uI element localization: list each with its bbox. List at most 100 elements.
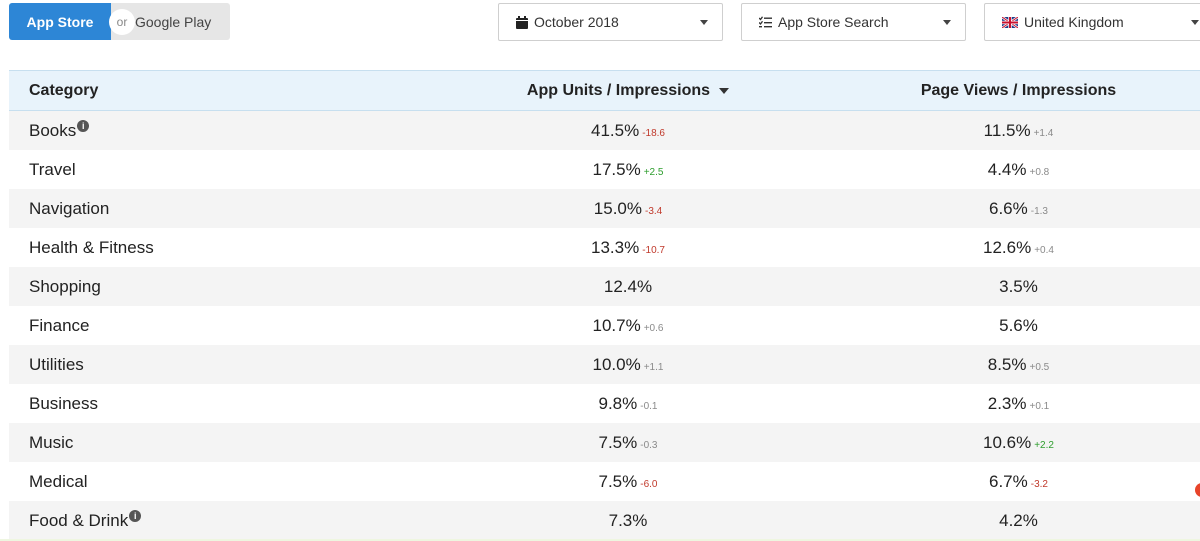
category-name: Health & Fitness xyxy=(29,237,154,257)
page-views-cell: 11.5% +1.4 xyxy=(828,121,1200,141)
info-icon[interactable]: i xyxy=(129,509,142,522)
app-units-cell-value: 7.5% xyxy=(598,471,638,491)
source-dropdown[interactable]: App Store Search xyxy=(741,3,966,41)
page-views-cell-delta: +0.4 xyxy=(1034,244,1054,256)
date-dropdown[interactable]: October 2018 xyxy=(498,3,723,41)
page-views-cell-value: 3.5% xyxy=(999,276,1038,296)
app-units-cell-delta: +2.5 xyxy=(643,166,664,178)
category-name: Navigation xyxy=(29,198,110,218)
table-row: Shopping 12.4% 3.5% xyxy=(9,267,1200,306)
category-name: Finance xyxy=(29,315,90,335)
table-row: Health & Fitness 13.3% -10.7 12.6% +0.4 xyxy=(9,228,1200,267)
app-units-cell-value: 41.5% xyxy=(591,120,640,140)
page-views-cell-delta: +0.1 xyxy=(1029,400,1050,412)
page-views-cell-delta: -1.3 xyxy=(1030,205,1048,217)
page-views-cell-value: 6.6% xyxy=(989,198,1028,218)
page-views-cell: 6.7% -3.2 xyxy=(828,472,1200,492)
category-cell: Business xyxy=(9,394,428,414)
category-name: Food & Drink xyxy=(29,510,129,530)
table-body: Books i 41.5% -18.6 11.5% +1.4 Travel 17.5% +2.5… xyxy=(9,111,1200,540)
app-units-cell-value: 15.0% xyxy=(593,198,642,218)
page-views-cell: 2.3% +0.1 xyxy=(828,394,1200,414)
chevron-down-icon xyxy=(1191,20,1199,25)
category-name: Music xyxy=(29,432,74,452)
app-units-cell: 41.5% -18.6 xyxy=(428,121,828,141)
app-units-cell-value: 13.3% xyxy=(591,237,640,257)
page-views-cell-value: 5.6% xyxy=(999,315,1038,335)
page-views-cell-value: 4.4% xyxy=(987,159,1027,179)
page-views-cell: 8.5% +0.5 xyxy=(828,355,1200,375)
category-name: Business xyxy=(29,393,98,413)
page-views-cell-value: 12.6% xyxy=(983,237,1032,257)
category-cell: Shopping xyxy=(9,277,428,297)
category-cell: Travel xyxy=(9,160,428,180)
table-row: Food & Drink i 7.3% 4.2% xyxy=(9,501,1200,540)
app-units-cell-value: 7.3% xyxy=(608,510,648,530)
page-views-cell-delta: +0.8 xyxy=(1029,166,1050,178)
category-table: Category App Units / Impressions Page Vi… xyxy=(9,70,1200,540)
app-units-cell-delta: -6.0 xyxy=(640,478,658,490)
info-icon[interactable]: i xyxy=(77,119,90,132)
app-units-cell: 15.0% -3.4 xyxy=(428,199,828,219)
country-dropdown-label: United Kingdom xyxy=(1024,14,1124,30)
app-units-cell: 13.3% -10.7 xyxy=(428,238,828,258)
page-views-column-header[interactable]: Page Views / Impressions xyxy=(920,81,1117,99)
category-cell: Health & Fitness xyxy=(9,238,428,258)
app-store-button[interactable]: App Store xyxy=(9,3,111,40)
app-units-cell: 7.5% -6.0 xyxy=(428,472,828,492)
app-units-header-label: App Units / Impressions xyxy=(526,81,711,99)
page-views-cell-value: 6.7% xyxy=(989,471,1028,491)
page-views-cell-delta: +0.5 xyxy=(1029,361,1050,373)
table-row: Business 9.8% -0.1 2.3% +0.1 xyxy=(9,384,1200,423)
page-views-cell-value: 4.2% xyxy=(999,510,1038,530)
page-views-cell-delta: +1.4 xyxy=(1033,127,1054,139)
page-views-cell-delta: -3.2 xyxy=(1030,478,1048,490)
app-units-cell-value: 9.8% xyxy=(598,393,638,413)
app-units-cell: 7.5% -0.3 xyxy=(428,433,828,453)
page-views-cell-value: 2.3% xyxy=(987,393,1027,413)
app-units-cell-value: 12.4% xyxy=(603,276,653,296)
app-units-cell-delta: -3.4 xyxy=(644,205,663,217)
page-views-cell: 12.6% +0.4 xyxy=(828,238,1200,258)
table-row: Utilities 10.0% +1.1 8.5% +0.5 xyxy=(9,345,1200,384)
uk-flag-icon xyxy=(1002,16,1018,28)
category-name: Medical xyxy=(29,471,88,491)
or-separator: or xyxy=(109,9,135,35)
calendar-icon xyxy=(516,15,528,29)
date-dropdown-label: October 2018 xyxy=(534,14,619,30)
sort-desc-icon xyxy=(719,87,730,94)
page-views-cell-delta: +2.2 xyxy=(1034,439,1054,451)
table-row: Finance 10.7% +0.6 5.6% xyxy=(9,306,1200,345)
page-views-cell: 4.4% +0.8 xyxy=(828,160,1200,180)
table-row: Navigation 15.0% -3.4 6.6% -1.3 xyxy=(9,189,1200,228)
chevron-down-icon xyxy=(943,20,951,25)
app-units-cell: 7.3% xyxy=(428,511,828,531)
page-views-cell: 3.5% xyxy=(828,277,1200,297)
app-units-cell-delta: -18.6 xyxy=(642,127,665,139)
category-cell: Medical xyxy=(9,472,428,492)
category-column-header[interactable]: Category xyxy=(29,81,99,99)
country-dropdown[interactable]: United Kingdom xyxy=(984,3,1200,41)
app-units-cell-value: 10.0% xyxy=(592,354,641,374)
list-check-icon xyxy=(759,16,772,28)
chevron-down-icon xyxy=(700,20,708,25)
page-views-cell: 6.6% -1.3 xyxy=(828,199,1200,219)
app-units-cell: 9.8% -0.1 xyxy=(428,394,828,414)
app-units-column-header[interactable]: App Units / Impressions xyxy=(428,82,828,100)
app-units-cell-delta: -0.1 xyxy=(640,400,658,412)
category-cell: Food & Drink i xyxy=(9,509,428,531)
category-cell: Finance xyxy=(9,316,428,336)
page-views-cell-value: 11.5% xyxy=(983,120,1031,140)
app-units-cell-value: 7.5% xyxy=(598,432,638,452)
table-row: Music 7.5% -0.3 10.6% +2.2 xyxy=(9,423,1200,462)
app-units-cell: 17.5% +2.5 xyxy=(428,160,828,180)
category-cell: Music xyxy=(9,433,428,453)
page-views-cell-value: 10.6% xyxy=(983,432,1032,452)
category-cell: Navigation xyxy=(9,199,428,219)
app-units-cell: 10.7% +0.6 xyxy=(428,316,828,336)
category-name: Shopping xyxy=(29,276,101,296)
category-name: Books xyxy=(29,120,77,140)
source-dropdown-label: App Store Search xyxy=(778,14,889,30)
chat-widget-icon[interactable] xyxy=(1195,483,1200,497)
category-name: Utilities xyxy=(29,354,84,374)
